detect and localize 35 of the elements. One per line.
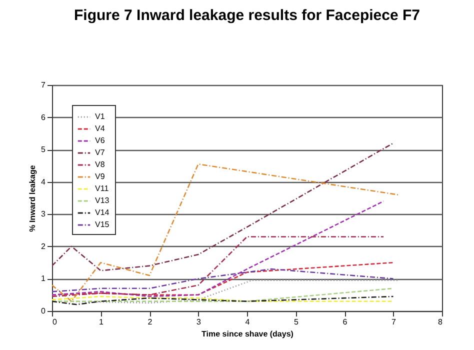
y-tick-label: 3 xyxy=(41,210,46,219)
y-tick-label: 0 xyxy=(41,306,46,316)
legend-label: V15 xyxy=(95,220,110,229)
x-tick-label: 2 xyxy=(148,318,153,326)
x-tick-label: 8 xyxy=(438,318,444,326)
chart-title: Figure 7 Inward leakage results for Facepiece F7 xyxy=(74,7,420,24)
y-tick-label: 2 xyxy=(41,242,46,251)
line-series xyxy=(52,296,394,306)
legend-label: V4 xyxy=(95,124,106,133)
x-tick-label: 7 xyxy=(392,318,397,326)
line-series xyxy=(52,236,384,298)
legend-label: V7 xyxy=(95,148,106,157)
x-tick-label: 1 xyxy=(99,318,104,326)
x-axis-title: Time since shave (days) xyxy=(202,330,294,338)
line-series xyxy=(52,163,399,302)
x-tick-label: 6 xyxy=(342,318,348,326)
legend-label: V1 xyxy=(95,112,106,121)
legend-label: V6 xyxy=(95,136,106,145)
x-tick-label: 3 xyxy=(196,318,202,326)
legend-label: V11 xyxy=(95,184,110,193)
x-tick-label: 4 xyxy=(245,318,250,326)
y-tick-label: 1 xyxy=(41,274,46,284)
legend-label: V13 xyxy=(95,196,110,205)
y-axis-title: % Inward leakage xyxy=(28,164,38,232)
x-tick-label: 0 xyxy=(52,318,58,326)
line-series xyxy=(52,268,394,292)
y-tick-label: 7 xyxy=(41,80,46,90)
legend-label: V14 xyxy=(95,208,110,217)
y-tick-label: 4 xyxy=(41,177,46,186)
legend-label: V8 xyxy=(95,160,106,169)
y-tick-label: 6 xyxy=(41,112,46,122)
y-tick-label: 5 xyxy=(41,145,46,154)
line-series xyxy=(52,142,394,272)
x-tick-label: 5 xyxy=(294,318,300,326)
legend-label: V9 xyxy=(95,172,106,181)
